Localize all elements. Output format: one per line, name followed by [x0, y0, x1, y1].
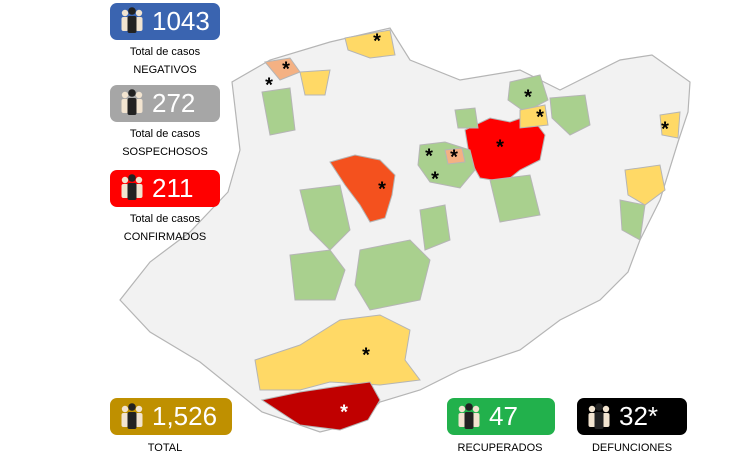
map-marker: * [425, 145, 433, 167]
total-value: 1,526 [152, 401, 217, 431]
total-value: 47 [489, 401, 518, 431]
stat-value: 211 [152, 173, 193, 203]
map-marker: * [450, 146, 458, 168]
stat-label: SOSPECHOSOS [122, 146, 208, 158]
map-marker: * [536, 106, 544, 128]
map-marker: * [431, 168, 439, 190]
people-icon [458, 403, 480, 429]
total-value: 32* [619, 401, 658, 431]
map-marker: * [340, 401, 348, 423]
map-marker: * [282, 58, 290, 80]
total-label: RECUPERADOS [458, 442, 543, 454]
stat-label: Total de casos [130, 213, 201, 225]
stats: 1043 Total de casos NEGATIVOS 272 Total de c… [110, 3, 687, 454]
map-marker: * [362, 344, 370, 366]
people-icon [121, 403, 143, 429]
stat-label: Total de casos [130, 46, 201, 58]
map-marker: * [373, 30, 381, 52]
stat-label: Total de casos [130, 128, 201, 140]
people-icon [121, 174, 143, 200]
map-marker: * [524, 86, 532, 108]
people-icon [121, 89, 143, 115]
total-label: TOTAL [148, 442, 182, 454]
people-icon [588, 403, 610, 429]
stat-value: 272 [152, 88, 195, 118]
map-marker: * [378, 178, 386, 200]
stat-label: CONFIRMADOS [124, 231, 207, 243]
map-marker: * [265, 74, 273, 96]
map-marker: * [661, 118, 669, 140]
map-marker: * [496, 136, 504, 158]
total-label: DEFUNCIONES [592, 442, 672, 454]
map [119, 27, 691, 433]
people-icon [121, 7, 143, 33]
stat-value: 1043 [152, 6, 210, 36]
stat-label: NEGATIVOS [133, 64, 196, 76]
